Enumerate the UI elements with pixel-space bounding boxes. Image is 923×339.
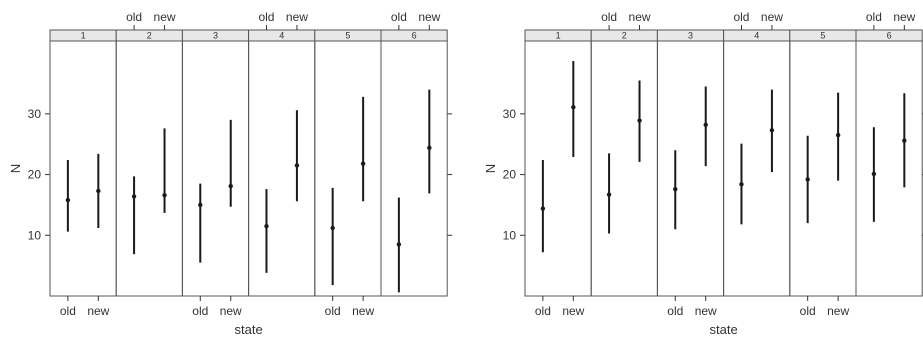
strip-label: 5 bbox=[820, 31, 825, 41]
y-tick-label: 30 bbox=[503, 107, 517, 121]
x-tick-label: new bbox=[562, 304, 584, 318]
x-tick-label: old bbox=[535, 304, 551, 318]
strip-label: 1 bbox=[81, 31, 86, 41]
x-tick-label: old bbox=[126, 10, 142, 24]
data-point bbox=[96, 188, 101, 194]
data-point bbox=[902, 138, 907, 143]
y-tick-label: 20 bbox=[503, 168, 517, 182]
data-point bbox=[198, 202, 203, 208]
x-tick-label: old bbox=[325, 304, 341, 318]
x-tick-label: old bbox=[601, 10, 617, 24]
data-point bbox=[294, 163, 300, 168]
panel-frame bbox=[181, 40, 250, 297]
data-point bbox=[606, 192, 612, 197]
panel-frame bbox=[524, 40, 592, 297]
strip-label: 2 bbox=[622, 31, 627, 41]
panel-2: 2 old new bbox=[590, 10, 658, 297]
strip-label: 6 bbox=[412, 31, 417, 41]
data-point bbox=[131, 194, 137, 199]
strip-label: 3 bbox=[213, 31, 218, 41]
x-tick-label: new bbox=[286, 10, 308, 24]
data-point bbox=[673, 186, 678, 192]
x-tick-label: old bbox=[192, 304, 208, 318]
panel-3: 3 old new bbox=[181, 29, 250, 318]
strip-label: 6 bbox=[887, 31, 892, 41]
data-point bbox=[162, 193, 167, 198]
panel-3: 3 old new bbox=[656, 29, 725, 318]
y-tick-label: 10 bbox=[503, 228, 517, 242]
x-tick-label: new bbox=[827, 304, 849, 318]
data-point bbox=[228, 183, 233, 189]
panel-1: 1 old new bbox=[524, 29, 592, 318]
panel-frame bbox=[723, 40, 791, 297]
x-tick-label: new bbox=[629, 10, 651, 24]
x-tick-label: new bbox=[418, 10, 440, 24]
y-axis-title: N bbox=[8, 164, 23, 173]
panel-frame bbox=[855, 40, 923, 297]
x-tick-label: old bbox=[258, 10, 274, 24]
strip-label: 2 bbox=[147, 31, 152, 41]
x-tick-label: old bbox=[60, 304, 76, 318]
data-point bbox=[65, 197, 71, 203]
x-tick-label: new bbox=[761, 10, 783, 24]
data-point bbox=[637, 118, 642, 123]
data-point bbox=[540, 206, 546, 211]
panel-frame bbox=[248, 40, 316, 297]
x-tick-label: new bbox=[695, 304, 717, 318]
x-axis-title: state bbox=[235, 322, 263, 337]
strip-label: 3 bbox=[688, 31, 693, 41]
y-tick-label: 20 bbox=[28, 168, 42, 182]
x-tick-label: new bbox=[220, 304, 242, 318]
panel-frame bbox=[656, 40, 725, 297]
panel-4: 4 old new bbox=[248, 10, 316, 297]
panel-frame bbox=[49, 40, 117, 297]
panel-6: 6 old new bbox=[855, 10, 923, 297]
x-tick-label: old bbox=[733, 10, 749, 24]
panel-frame bbox=[314, 40, 382, 297]
data-point bbox=[703, 122, 708, 127]
data-point bbox=[871, 171, 877, 177]
strip-label: 1 bbox=[556, 31, 561, 41]
data-point bbox=[360, 161, 366, 166]
data-point bbox=[264, 223, 269, 229]
x-tick-label: old bbox=[391, 10, 407, 24]
x-tick-label: old bbox=[667, 304, 683, 318]
x-tick-label: new bbox=[87, 304, 109, 318]
data-point bbox=[805, 177, 810, 182]
x-tick-label: old bbox=[866, 10, 882, 24]
panel-frame bbox=[115, 40, 183, 297]
data-point bbox=[739, 182, 744, 187]
y-axis-title: N bbox=[483, 164, 498, 173]
panel-2: 2 old new bbox=[115, 10, 183, 297]
strip-label: 5 bbox=[345, 31, 350, 41]
data-point bbox=[835, 132, 841, 138]
x-tick-label: old bbox=[800, 304, 816, 318]
panel-frame bbox=[590, 40, 658, 297]
panel-1: 1 old new bbox=[49, 29, 117, 318]
x-tick-label: new bbox=[352, 304, 374, 318]
data-point bbox=[330, 225, 335, 231]
data-point bbox=[769, 128, 775, 133]
panel-frame bbox=[789, 40, 857, 297]
strip-label: 4 bbox=[279, 31, 284, 41]
panel-6: 6 old new bbox=[380, 10, 448, 297]
data-point bbox=[396, 242, 402, 247]
panel-5: 5 old new bbox=[314, 29, 382, 318]
panel-frame bbox=[380, 40, 448, 297]
y-tick-label: 10 bbox=[28, 228, 42, 242]
data-point bbox=[427, 145, 432, 151]
data-point bbox=[571, 104, 576, 110]
y-tick-label: 30 bbox=[28, 107, 42, 121]
panel-4: 4 old new bbox=[723, 10, 791, 297]
x-axis-title: state bbox=[710, 322, 738, 337]
x-tick-label: new bbox=[154, 10, 176, 24]
panel-5: 5 old new bbox=[789, 29, 857, 318]
x-tick-label: new bbox=[893, 10, 915, 24]
strip-label: 4 bbox=[754, 31, 759, 41]
